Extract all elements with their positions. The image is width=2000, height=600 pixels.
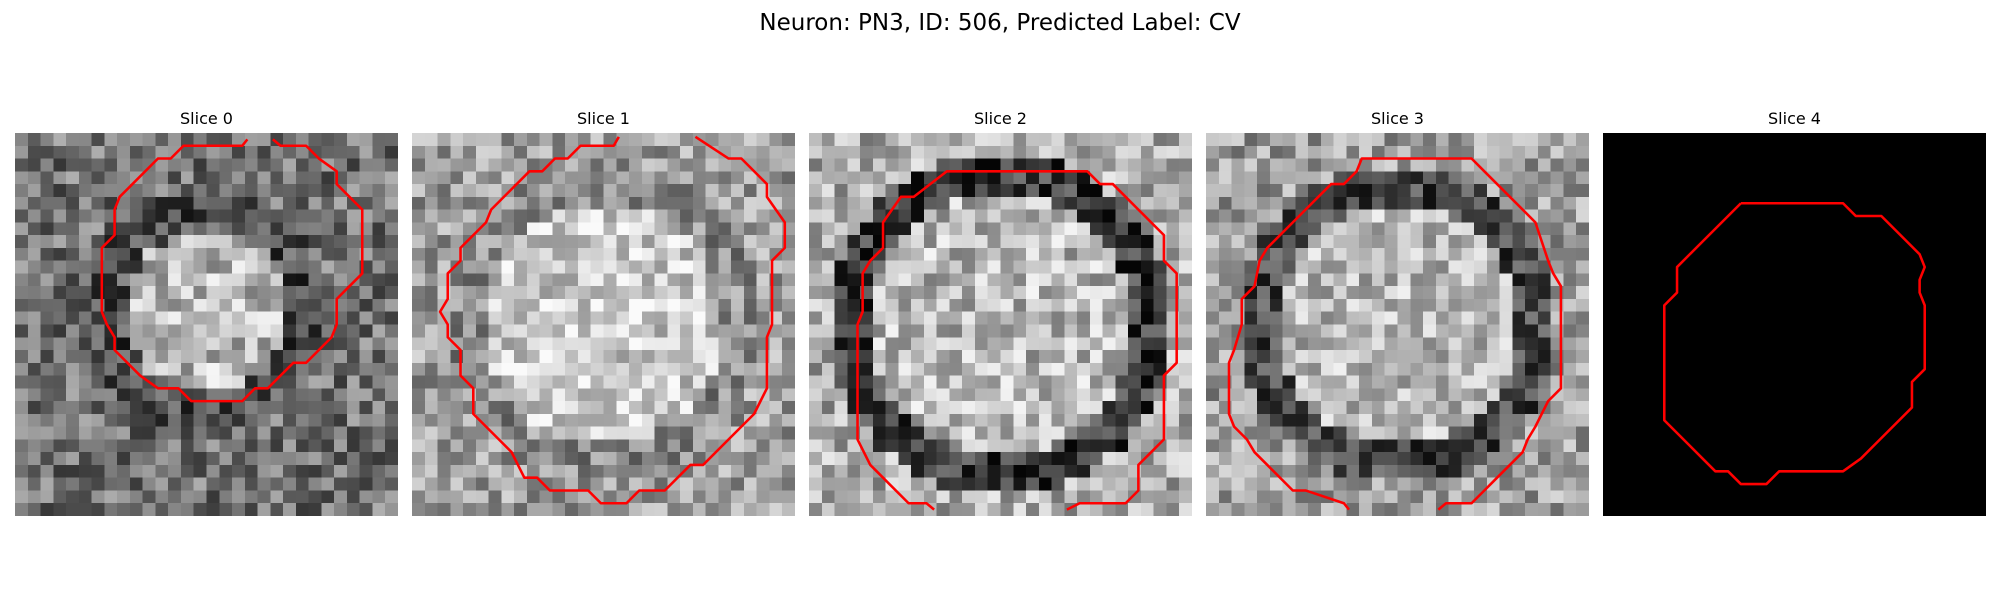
slice-1-pixels	[412, 133, 795, 516]
slice-0-contour	[100, 138, 364, 403]
slice-image-0	[15, 133, 398, 516]
slice-image-4	[1603, 133, 1986, 516]
slice-0-pixels	[15, 133, 398, 516]
slice-2-contour	[856, 170, 1178, 511]
slice-2-pixels	[809, 133, 1192, 516]
slice-image-2	[809, 133, 1192, 516]
slice-4-background	[1603, 133, 1986, 516]
slice-image-1	[412, 133, 795, 516]
slice-title-0: Slice 0	[180, 109, 233, 128]
slice-4-contour	[1663, 201, 1926, 486]
slice-3-pixels	[1206, 133, 1589, 516]
slice-title-1: Slice 1	[577, 109, 630, 128]
slice-title-2: Slice 2	[974, 109, 1027, 128]
figure-title: Neuron: PN3, ID: 506, Predicted Label: C…	[759, 10, 1241, 36]
slice-image-3	[1206, 133, 1589, 516]
slice-title-3: Slice 3	[1371, 109, 1424, 128]
slice-3-contour	[1227, 157, 1563, 511]
slice-title-4: Slice 4	[1768, 109, 1821, 128]
slice-1-contour	[438, 135, 787, 505]
